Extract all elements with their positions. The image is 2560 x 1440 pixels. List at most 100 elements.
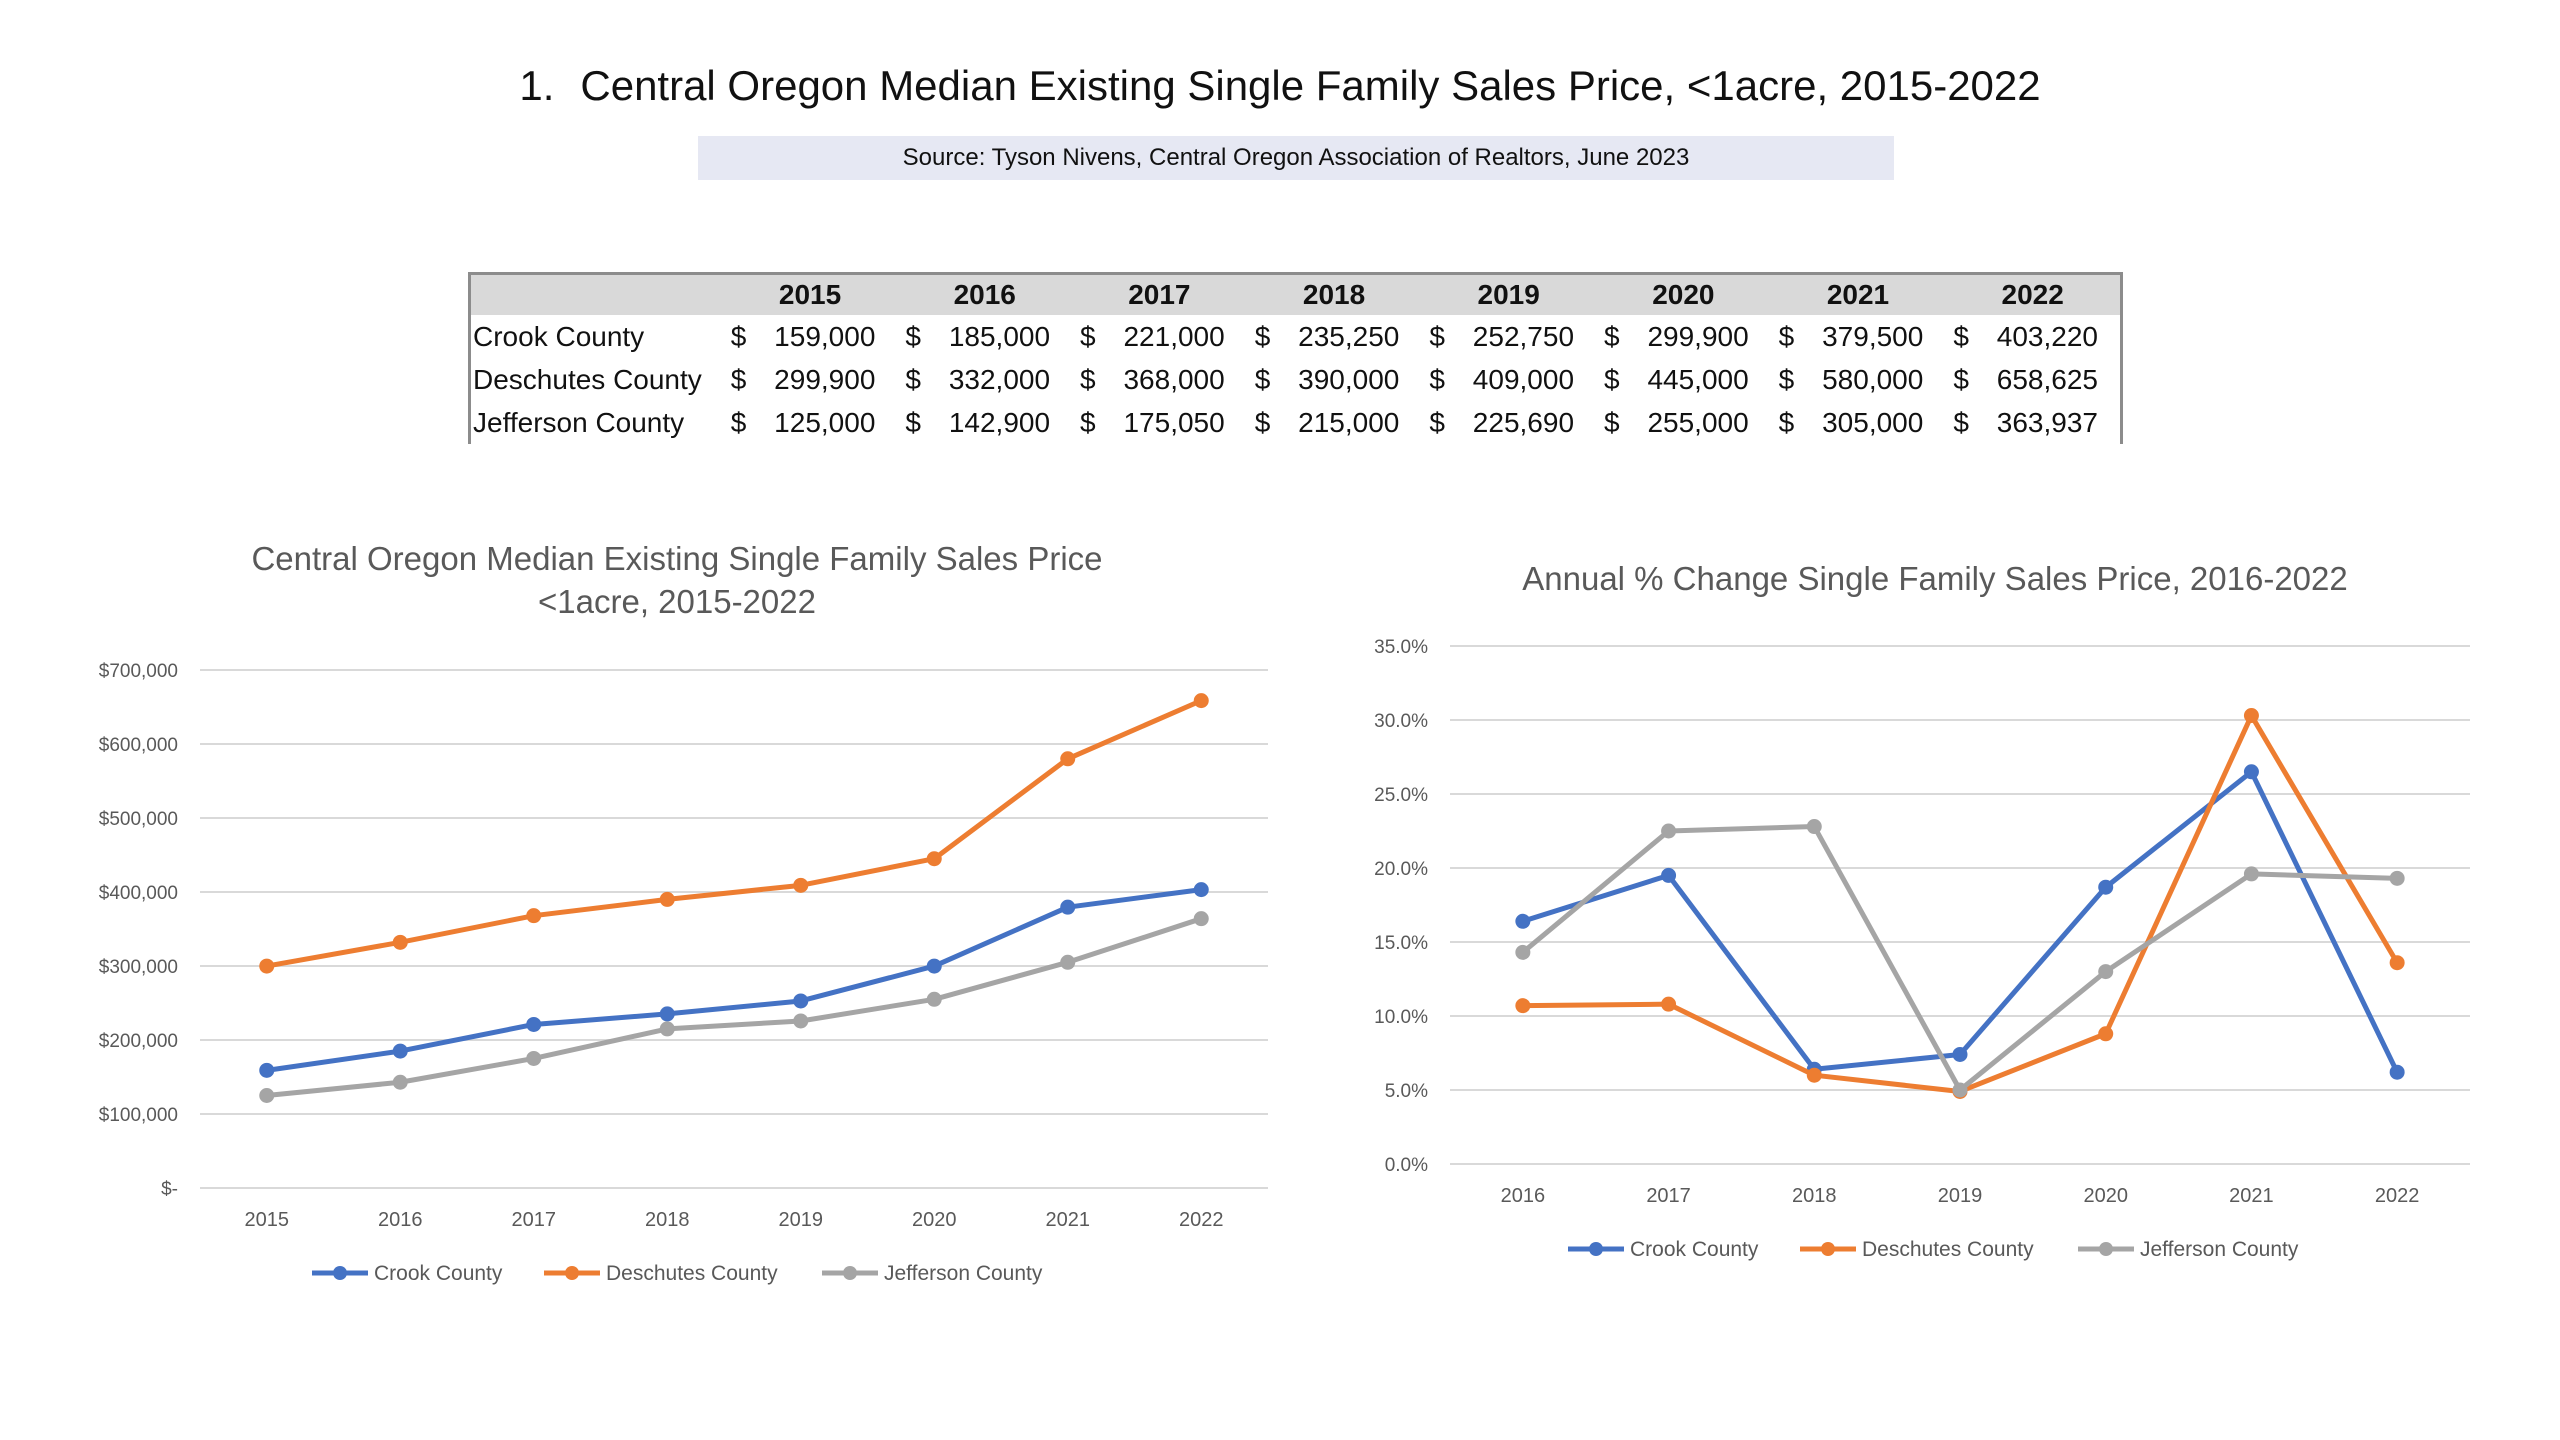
cell-value: 225,690 [1472, 406, 1575, 438]
cell-value: 185,000 [948, 320, 1051, 352]
cell-value: 445,000 [1647, 363, 1749, 395]
x-tick-label: 2015 [245, 1209, 290, 1231]
table-cell: $225,690 [1421, 401, 1596, 444]
x-tick-label: 2020 [912, 1209, 957, 1231]
currency-symbol: $ [1429, 363, 1445, 395]
row-label: Deschutes County [473, 363, 702, 395]
cell-value: 305,000 [1822, 406, 1924, 438]
currency-symbol: $ [1778, 363, 1795, 395]
table-cell: $159,000 [723, 315, 898, 358]
column-header: 2018 [1246, 273, 1422, 315]
y-tick-label: $100,000 [99, 1105, 178, 1126]
table-row: Crook County $159,000 $185,000 $221,000 $235… [470, 315, 2122, 358]
data-point [1515, 944, 1531, 960]
cell-value: 142,900 [948, 406, 1051, 438]
currency-symbol: $ [1953, 406, 1969, 438]
data-point [2098, 879, 2114, 895]
data-point [793, 1013, 809, 1029]
x-tick-label: 2019 [1938, 1185, 1983, 1207]
data-point [526, 1050, 542, 1066]
legend-swatch-marker [333, 1266, 347, 1280]
data-point [1193, 693, 1209, 709]
x-tick-label: 2021 [2229, 1185, 2274, 1207]
cell-value: 409,000 [1472, 363, 1575, 395]
x-tick-label: 2019 [779, 1209, 824, 1231]
data-point [526, 908, 542, 924]
series-line [266, 698, 1203, 969]
page-heading: 1. Central Oregon Median Existing Single … [0, 62, 2560, 110]
cell-value: 221,000 [1123, 320, 1225, 352]
table-cell: $299,900 [1596, 315, 1771, 358]
y-tick-label: 0.0% [1385, 1155, 1428, 1176]
table-cell: $221,000 [1072, 315, 1247, 358]
y-tick-label: 5.0% [1385, 1081, 1428, 1102]
table-cell: $580,000 [1771, 358, 1946, 401]
y-tick-label: 10.0% [1374, 1007, 1428, 1028]
currency-symbol: $ [905, 406, 921, 438]
legend-swatch-marker [565, 1266, 579, 1280]
column-header: 2022 [1945, 273, 2122, 315]
legend-label: Deschutes County [606, 1262, 778, 1285]
legend-label: Deschutes County [1862, 1238, 2034, 1261]
data-point [1515, 998, 1531, 1014]
cell-value: 252,750 [1472, 320, 1575, 352]
column-header: 2019 [1421, 273, 1597, 315]
data-point [1515, 913, 1531, 929]
legend-swatch-marker [2099, 1242, 2113, 1256]
data-point [1806, 819, 1822, 835]
y-tick-label: 25.0% [1374, 785, 1428, 806]
table-cell: $332,000 [897, 358, 1072, 401]
data-point [2098, 1026, 2114, 1042]
x-tick-label: 2022 [1179, 1209, 1224, 1231]
y-tick-label: $200,000 [99, 1031, 178, 1052]
price-table: 2015 2016 2017 2018 2019 2020 2021 2022 … [468, 272, 2123, 444]
data-point [2389, 955, 2405, 971]
cell-value: 379,500 [1822, 320, 1924, 352]
data-point [793, 993, 809, 1009]
table-cell: $142,900 [897, 401, 1072, 444]
y-tick-label: $- [161, 1179, 178, 1200]
legend-label: Crook County [374, 1262, 503, 1285]
x-tick-label: 2020 [2083, 1185, 2128, 1207]
data-point [2243, 764, 2259, 780]
table-header-row: 2015 2016 2017 2018 2019 2020 2021 2022 [469, 273, 2122, 315]
cell-value: 580,000 [1822, 363, 1924, 395]
table-cell: $403,220 [1945, 315, 2121, 358]
cell-value: 332,000 [948, 363, 1051, 395]
legend-label: Jefferson County [884, 1262, 1043, 1285]
cell-value: 255,000 [1647, 406, 1749, 438]
table-cell: $445,000 [1596, 358, 1771, 401]
y-tick-label: 20.0% [1374, 859, 1428, 880]
currency-symbol: $ [1429, 406, 1445, 438]
currency-symbol: $ [1080, 406, 1096, 438]
cell-value: 215,000 [1298, 406, 1400, 438]
data-point [926, 958, 942, 974]
data-point [1060, 751, 1076, 767]
cell-value: 235,250 [1298, 320, 1400, 352]
currency-symbol: $ [1778, 320, 1795, 352]
series-line [266, 887, 1202, 1073]
x-tick-label: 2016 [1501, 1185, 1546, 1207]
table-cell: $305,000 [1771, 401, 1946, 444]
heading-text: Central Oregon Median Existing Single Fa… [580, 62, 2041, 109]
table-cell: $299,900 [723, 358, 898, 401]
x-tick-label: 2017 [1646, 1185, 1691, 1207]
currency-symbol: $ [1080, 363, 1096, 395]
legend-label: Crook County [1630, 1238, 1759, 1261]
y-tick-label: $700,000 [99, 661, 178, 682]
chart-title: Central Oregon Median Existing Single Fa… [251, 540, 1102, 577]
legend-swatch-marker [1589, 1242, 1603, 1256]
series-line [266, 916, 1203, 1098]
cell-value: 403,220 [1996, 320, 2098, 352]
data-point [526, 1016, 542, 1032]
cell-value: 159,000 [774, 320, 876, 352]
data-point [2243, 708, 2259, 724]
y-tick-label: $400,000 [99, 883, 178, 904]
data-point [1661, 996, 1677, 1012]
y-tick-label: 15.0% [1374, 933, 1428, 954]
data-point [1806, 1067, 1822, 1083]
legend-swatch-marker [1821, 1242, 1835, 1256]
y-tick-label: $500,000 [99, 809, 178, 830]
table-cell: $255,000 [1596, 401, 1771, 444]
cell-value: 125,000 [774, 406, 876, 438]
